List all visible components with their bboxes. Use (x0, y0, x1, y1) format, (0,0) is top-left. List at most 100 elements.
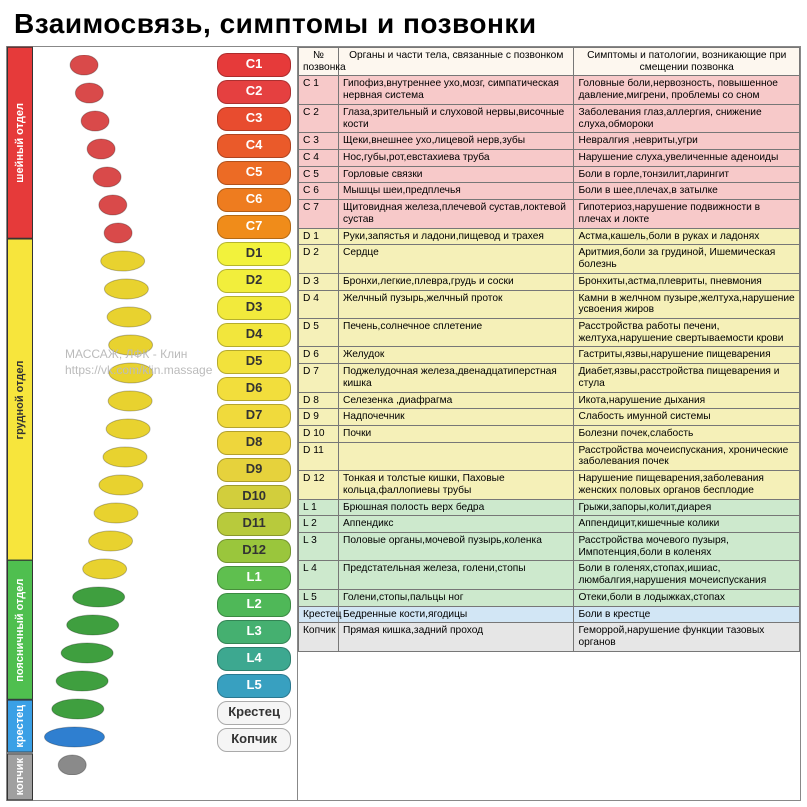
cell-symptoms: Боли в шее,плечах,в затылке (574, 183, 800, 200)
cell-organs: Бедренные кости,ягодицы (339, 606, 574, 623)
vertebra-chip: C7 (217, 215, 291, 239)
cell-organs (339, 442, 574, 470)
cell-code: C 7 (299, 200, 339, 228)
cell-code: C 4 (299, 150, 339, 167)
table-row: КопчикПрямая кишка,задний проходГеморрой… (299, 623, 800, 651)
cell-organs: Мышцы шеи,предплечья (339, 183, 574, 200)
vertebra-chip: C2 (217, 80, 291, 104)
cell-symptoms: Диабет,язвы,расстройства пищеварения и с… (574, 364, 800, 392)
table-row: C 4Нос,губы,рот,евстахиева трубаНарушени… (299, 150, 800, 167)
cell-symptoms: Расстройства мочеиспускания, хронические… (574, 442, 800, 470)
vertebra-chip: L4 (217, 647, 291, 671)
cell-symptoms: Отеки,боли в лодыжках,стопах (574, 589, 800, 606)
cell-organs: Тонкая и толстые кишки, Паховые кольца,ф… (339, 471, 574, 499)
table-row: L 4Предстательная железа, голени,стопыБо… (299, 561, 800, 589)
cell-code: Копчик (299, 623, 339, 651)
vertebra-chip: L3 (217, 620, 291, 644)
vertebra-chip: D4 (217, 323, 291, 347)
cell-code: L 4 (299, 561, 339, 589)
vertebra-chip-list: C1C2C3C4C5C6C7D1D2D3D4D5D6D7D8D9D10D11D1… (217, 53, 291, 755)
table-row: D 5Печень,солнечное сплетениеРасстройств… (299, 318, 800, 346)
cell-symptoms: Геморрой,нарушение функции тазовых орган… (574, 623, 800, 651)
th-symptoms: Симптомы и патологии, возникающие при см… (574, 48, 800, 76)
section-label: грудной отдел (7, 239, 33, 561)
table-row: D 4Желчный пузырь,желчный протокКамни в … (299, 290, 800, 318)
vertebra-chip: C6 (217, 188, 291, 212)
cell-organs: Голени,стопы,пальцы ног (339, 589, 574, 606)
cell-symptoms: Болезни почек,слабость (574, 425, 800, 442)
cell-organs: Глаза,зрительный и слуховой нервы,височн… (339, 104, 574, 132)
cell-code: L 2 (299, 516, 339, 533)
vertebra-chip: D6 (217, 377, 291, 401)
vertebra-chip: L5 (217, 674, 291, 698)
cell-organs: Селезенка ,диафрагма (339, 392, 574, 409)
vertebra-chip: D10 (217, 485, 291, 509)
section-label: шейный отдел (7, 47, 33, 239)
cell-organs: Поджелудочная железа,двенадцатиперстная … (339, 364, 574, 392)
table-row: D 6ЖелудокГастриты,язвы,нарушение пищева… (299, 347, 800, 364)
table-row: L 3Половые органы,мочевой пузырь,коленка… (299, 533, 800, 561)
spine-area: МАССАЖ, ЛФК - Клин https://vk.com/klin.m… (33, 47, 297, 800)
cell-symptoms: Головные боли,нервозность, повышенное да… (574, 76, 800, 104)
vertebra-chip: C5 (217, 161, 291, 185)
section-label: крестец (7, 700, 33, 753)
cell-organs: Аппендикс (339, 516, 574, 533)
cell-symptoms: Расстройства мочевого пузыря, Импотенция… (574, 533, 800, 561)
symptoms-table: № позвонка Органы и части тела, связанны… (298, 47, 800, 652)
cell-symptoms: Невралгия ,невриты,угри (574, 133, 800, 150)
vertebra-chip: Копчик (217, 728, 291, 752)
content: шейный отделгрудной отделпоясничный отде… (6, 46, 801, 801)
cell-organs: Брюшная полость верх бедра (339, 499, 574, 516)
table-row: D 8Селезенка ,диафрагмаИкота,нарушение д… (299, 392, 800, 409)
cell-code: L 3 (299, 533, 339, 561)
section-label: поясничный отдел (7, 560, 33, 700)
vertebra-chip: D3 (217, 296, 291, 320)
cell-code: C 3 (299, 133, 339, 150)
vertebra-chip: D2 (217, 269, 291, 293)
vertebra-chip: D11 (217, 512, 291, 536)
table-row: L 5Голени,стопы,пальцы ногОтеки,боли в л… (299, 589, 800, 606)
vertebra-chip: C1 (217, 53, 291, 77)
cell-symptoms: Боли в горле,тонзилит,ларингит (574, 166, 800, 183)
vertebra-chip: C3 (217, 107, 291, 131)
cell-code: D 10 (299, 425, 339, 442)
table-row: D 2СердцеАритмия,боли за грудиной, Ишеми… (299, 245, 800, 273)
cell-code: D 12 (299, 471, 339, 499)
cell-organs: Прямая кишка,задний проход (339, 623, 574, 651)
cell-symptoms: Боли в крестце (574, 606, 800, 623)
th-code: № позвонка (299, 48, 339, 76)
cell-code: D 2 (299, 245, 339, 273)
cell-symptoms: Икота,нарушение дыхания (574, 392, 800, 409)
vertebra-chip: D9 (217, 458, 291, 482)
table-row: D 1Руки,запястья и ладони,пищевод и трах… (299, 228, 800, 245)
cell-organs: Нос,губы,рот,евстахиева труба (339, 150, 574, 167)
table-row: D 3Бронхи,легкие,плевра,грудь и соскиБро… (299, 273, 800, 290)
spine-diagram-column: шейный отделгрудной отделпоясничный отде… (7, 47, 297, 800)
cell-symptoms: Гастриты,язвы,нарушение пищеварения (574, 347, 800, 364)
cell-organs: Предстательная железа, голени,стопы (339, 561, 574, 589)
table-body: C 1Гипофиз,внутреннее ухо,мозг, симпатич… (299, 76, 800, 651)
cell-code: C 6 (299, 183, 339, 200)
cell-symptoms: Бронхиты,астма,плевриты, пневмония (574, 273, 800, 290)
vertebra-chip: L2 (217, 593, 291, 617)
cell-code: Крестец (299, 606, 339, 623)
spine-sections: шейный отделгрудной отделпоясничный отде… (7, 47, 33, 800)
cell-code: D 4 (299, 290, 339, 318)
cell-code: C 2 (299, 104, 339, 132)
page: Взаимосвязь, симптомы и позвонки шейный … (0, 0, 807, 807)
cell-symptoms: Гипотериоз,нарушение подвижности в плеча… (574, 200, 800, 228)
cell-symptoms: Аритмия,боли за грудиной, Ишемическая бо… (574, 245, 800, 273)
table-row: D 11Расстройства мочеиспускания, хрониче… (299, 442, 800, 470)
cell-organs: Щеки,внешнее ухо,лицевой нерв,зубы (339, 133, 574, 150)
vertebra-chip: D5 (217, 350, 291, 374)
cell-code: L 1 (299, 499, 339, 516)
vertebra-chip: D1 (217, 242, 291, 266)
section-label: копчик (7, 753, 33, 800)
cell-organs: Горловые связки (339, 166, 574, 183)
vertebra-chip: C4 (217, 134, 291, 158)
cell-organs: Руки,запястья и ладони,пищевод и трахея (339, 228, 574, 245)
cell-organs: Желудок (339, 347, 574, 364)
cell-symptoms: Слабость имунной системы (574, 409, 800, 426)
cell-code: D 6 (299, 347, 339, 364)
cell-code: D 1 (299, 228, 339, 245)
